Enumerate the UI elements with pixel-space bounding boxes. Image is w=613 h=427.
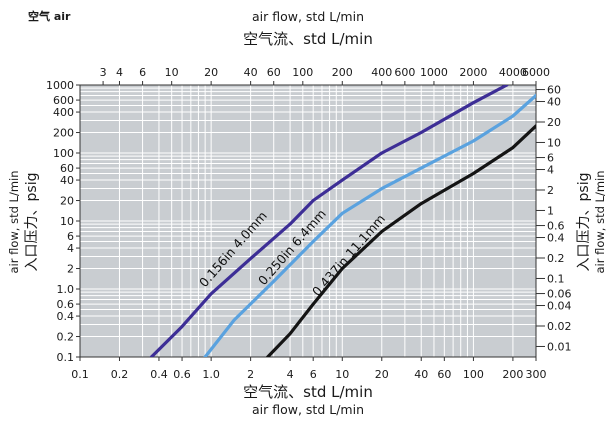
y-left-tick-label: 2 — [67, 263, 74, 276]
x-bottom-tick-label: 4 — [287, 368, 294, 381]
y-left-tick-label: 0.6 — [57, 298, 75, 311]
y-right-tick-label: 0.1 — [547, 272, 565, 285]
y-left-tick-label: 20 — [60, 195, 74, 208]
y-right-tick-label: 0.01 — [547, 340, 572, 353]
y-right-tick-label: 10 — [547, 136, 561, 149]
x-top-tick-label: 4000 — [499, 66, 527, 79]
y-right-tick-label: 40 — [547, 96, 561, 109]
y-left-tick-label: 200 — [53, 127, 74, 140]
x-top-tick-label: 200 — [332, 66, 353, 79]
y-right-tick-label: 2 — [547, 184, 554, 197]
series-curve — [203, 93, 536, 357]
series-curve — [266, 124, 536, 357]
x-bottom-tick-label: 6 — [310, 368, 317, 381]
bottom-axis-label-cn: 空气流、std L/min — [243, 383, 373, 401]
x-top-tick-label: 2000 — [459, 66, 487, 79]
y-left-tick-label: 40 — [60, 174, 74, 187]
y-right-tick-label: 20 — [547, 116, 561, 129]
y-left-tick-label: 1.0 — [57, 283, 75, 296]
x-bottom-tick-label: 60 — [437, 368, 451, 381]
x-bottom-tick-label: 0.2 — [111, 368, 129, 381]
left-axis-label-en: air flow, std L/min — [7, 170, 21, 273]
x-bottom-tick-label: 0.6 — [173, 368, 191, 381]
x-bottom-tick-label: 200 — [502, 368, 523, 381]
x-top-tick-label: 20 — [204, 66, 218, 79]
top-axis-label-cn: 空气流、std L/min — [243, 30, 373, 48]
media-badge: 空气 air — [28, 9, 71, 23]
y-right-tick-label: 0.6 — [547, 220, 565, 233]
x-top-tick-label: 400 — [371, 66, 392, 79]
y-right-tick-label: 4 — [547, 164, 554, 177]
x-bottom-tick-label: 20 — [375, 368, 389, 381]
bottom-axis-label-en: air flow, std L/min — [252, 402, 364, 417]
y-left-tick-label: 0.1 — [57, 351, 75, 364]
y-left-tick-label: 400 — [53, 106, 74, 119]
x-bottom-tick-label: 1.0 — [202, 368, 220, 381]
x-top-tick-label: 6000 — [522, 66, 550, 79]
y-left-tick-label: 4 — [67, 242, 74, 255]
y-right-tick-label: 0.06 — [547, 288, 572, 301]
x-top-tick-label: 60 — [267, 66, 281, 79]
y-left-tick-label: 10 — [60, 215, 74, 228]
x-top-tick-label: 40 — [244, 66, 258, 79]
y-left-tick-label: 0.4 — [57, 310, 75, 323]
right-axis-label-cn: 入口压力、psig — [576, 173, 592, 272]
x-bottom-tick-label: 2 — [247, 368, 254, 381]
x-top-tick-label: 4 — [116, 66, 123, 79]
x-top-tick-label: 1000 — [420, 66, 448, 79]
y-left-tick-label: 60 — [60, 162, 74, 175]
y-right-tick-label: 0.2 — [547, 252, 565, 265]
x-bottom-tick-label: 0.4 — [150, 368, 168, 381]
series-curve — [149, 85, 509, 357]
x-bottom-tick-label: 40 — [414, 368, 428, 381]
x-top-tick-label: 600 — [394, 66, 415, 79]
y-left-tick-label: 6 — [67, 230, 74, 243]
x-top-tick-label: 10 — [165, 66, 179, 79]
y-left-tick-label: 100 — [53, 147, 74, 160]
top-axis-label-en: air flow, std L/min — [252, 9, 364, 24]
right-axis-label-en: air flow, std L/min — [593, 170, 607, 273]
y-left-tick-label: 600 — [53, 94, 74, 107]
y-right-tick-label: 0.04 — [547, 300, 572, 313]
y-right-tick-label: 6 — [547, 152, 554, 165]
x-top-tick-label: 6 — [139, 66, 146, 79]
x-bottom-tick-label: 0.1 — [71, 368, 89, 381]
y-left-tick-label: 0.2 — [57, 331, 75, 344]
left-axis-label-cn: 入口压力、psig — [24, 173, 40, 272]
x-top-tick-label: 3 — [100, 66, 107, 79]
x-top-tick-label: 100 — [292, 66, 313, 79]
y-right-tick-label: 0.4 — [547, 232, 565, 245]
y-left-tick-label: 1000 — [46, 79, 74, 92]
x-bottom-tick-label: 10 — [335, 368, 349, 381]
y-right-tick-label: 60 — [547, 84, 561, 97]
x-bottom-tick-label: 100 — [463, 368, 484, 381]
y-right-tick-label: 1 — [547, 204, 554, 217]
y-right-tick-label: 0.02 — [547, 320, 572, 333]
x-bottom-tick-label: 300 — [526, 368, 547, 381]
